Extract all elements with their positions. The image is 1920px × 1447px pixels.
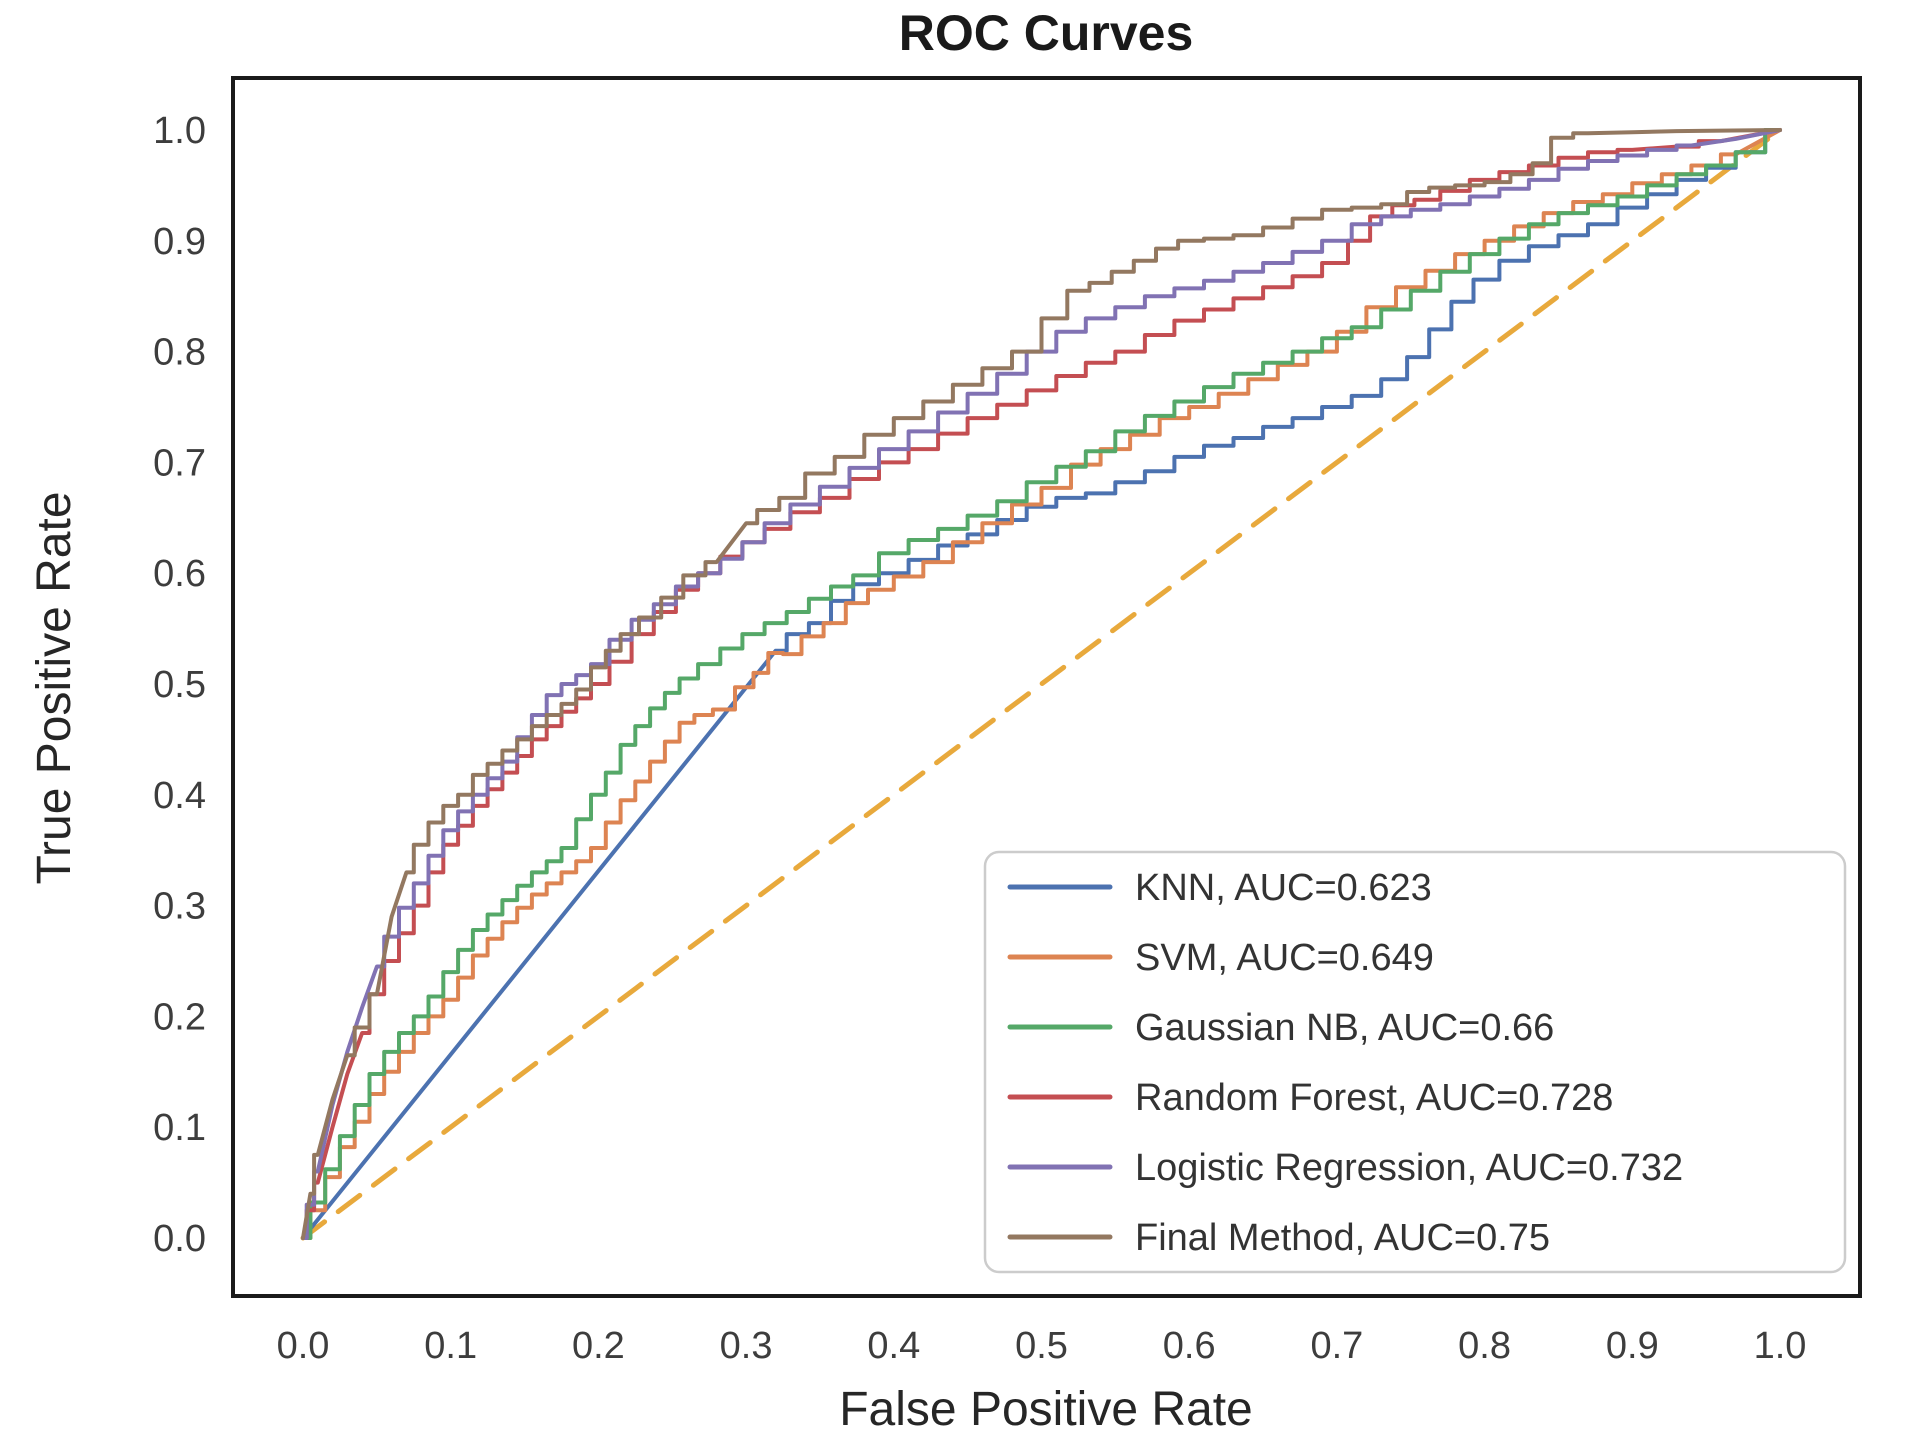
legend: KNN, AUC=0.623 SVM, AUC=0.649 Gaussian NB,… <box>983 850 1847 1274</box>
chart-title: ROC Curves <box>899 5 1194 61</box>
y-tick-label: 0.5 <box>153 664 206 706</box>
roc-curve-gaussian-nb <box>301 128 1782 1240</box>
x-tick-label: 0.4 <box>867 1325 920 1367</box>
roc-curve-logistic-regression <box>301 128 1782 1240</box>
y-tick-label: 0.1 <box>153 1107 206 1149</box>
y-tick-labels: 0.0 0.1 0.2 0.3 0.4 0.5 0.6 0.7 0.8 0.9 1.0 <box>153 110 206 1260</box>
x-tick-label: 0.3 <box>720 1325 773 1367</box>
x-tick-label: 0.1 <box>424 1325 477 1367</box>
legend-label: Gaussian NB, AUC=0.66 <box>1135 1007 1554 1049</box>
legend-label: Final Method, AUC=0.75 <box>1135 1217 1550 1259</box>
roc-curves-group <box>300 127 1783 1241</box>
x-tick-label: 0.5 <box>1015 1325 1068 1367</box>
legend-item-knn: KNN, AUC=0.623 <box>1007 867 1432 909</box>
legend-item-final-method: Final Method, AUC=0.75 <box>1007 1217 1550 1259</box>
legend-item-logistic-regression: Logistic Regression, AUC=0.732 <box>1007 1147 1683 1189</box>
legend-label: Random Forest, AUC=0.728 <box>1135 1077 1613 1119</box>
y-tick-label: 0.6 <box>153 553 206 595</box>
y-tick-label: 0.3 <box>153 886 206 928</box>
x-tick-label: 0.7 <box>1310 1325 1363 1367</box>
x-tick-label: 0.9 <box>1606 1325 1659 1367</box>
legend-label: SVM, AUC=0.649 <box>1135 937 1434 979</box>
chance-diagonal-line <box>300 127 1783 1241</box>
legend-item-random-forest: Random Forest, AUC=0.728 <box>1007 1077 1613 1119</box>
x-tick-label: 0.2 <box>572 1325 625 1367</box>
roc-curve-svm <box>301 128 1782 1240</box>
legend-item-gaussian-nb: Gaussian NB, AUC=0.66 <box>1007 1007 1554 1049</box>
y-tick-label: 0.4 <box>153 775 206 817</box>
y-tick-label: 0.2 <box>153 996 206 1038</box>
x-tick-label: 1.0 <box>1754 1325 1807 1367</box>
legend-label: KNN, AUC=0.623 <box>1135 867 1432 909</box>
legend-label: Logistic Regression, AUC=0.732 <box>1135 1147 1683 1189</box>
x-tick-label: 0.8 <box>1458 1325 1511 1367</box>
legend-box <box>983 850 1847 1274</box>
axes-frame <box>231 76 1862 1298</box>
y-tick-label: 1.0 <box>153 110 206 152</box>
y-tick-label: 0.7 <box>153 442 206 484</box>
x-tick-labels: 0.0 0.1 0.2 0.3 0.4 0.5 0.6 0.7 0.8 0.9 1.0 <box>277 1325 1807 1367</box>
y-tick-label: 0.0 <box>153 1218 206 1260</box>
y-axis-label: True Positive Rate <box>28 491 81 884</box>
y-tick-label: 0.8 <box>153 332 206 374</box>
roc-curve-final-method <box>301 128 1782 1240</box>
y-tick-label: 0.9 <box>153 221 206 263</box>
x-axis-label: False Positive Rate <box>839 1383 1253 1436</box>
legend-item-svm: SVM, AUC=0.649 <box>1007 937 1434 979</box>
x-tick-label: 0.0 <box>277 1325 330 1367</box>
roc-curve-knn <box>301 128 1782 1240</box>
x-tick-label: 0.6 <box>1163 1325 1216 1367</box>
